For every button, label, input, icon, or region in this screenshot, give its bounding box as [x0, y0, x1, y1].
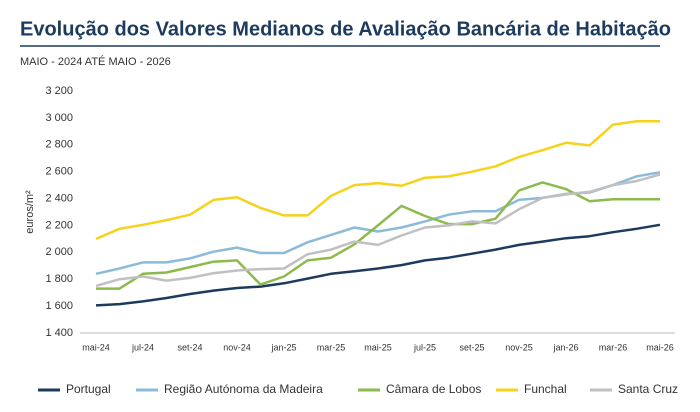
legend-label: Região Autónoma da Madeira — [164, 382, 323, 396]
y-tick-label: 2 200 — [45, 219, 73, 231]
y-tick-label: 2 400 — [45, 192, 73, 204]
x-tick-label: mar-25 — [317, 342, 346, 352]
chart-title: Evolução dos Valores Medianos de Avaliaç… — [20, 18, 671, 40]
legend-label: Funchal — [524, 382, 567, 396]
x-tick-label: mai-24 — [82, 342, 110, 352]
y-tick-label: 2 000 — [45, 246, 73, 258]
y-tick-label: 2 800 — [45, 139, 73, 151]
series-line — [95, 171, 661, 276]
series-line — [96, 181, 660, 290]
y-tick-label: 2 600 — [45, 166, 73, 178]
y-tick-label: 3 000 — [45, 112, 73, 124]
x-tick-label: set-25 — [459, 342, 484, 352]
y-tick-label: 1 400 — [45, 327, 73, 339]
legend-label: Portugal — [66, 382, 111, 396]
series-line — [95, 173, 661, 288]
y-tick-label: 3 200 — [45, 85, 73, 97]
x-tick-label: mai-25 — [364, 342, 392, 352]
x-tick-label: mar-26 — [599, 342, 628, 352]
x-tick-label: mai-26 — [646, 342, 674, 352]
chart-subtitle: MAIO - 2024 ATÉ MAIO - 2026 — [20, 55, 171, 68]
x-tick-label: set-24 — [177, 342, 202, 352]
x-tick-label: jul-24 — [131, 342, 154, 352]
y-tick-label: 1 600 — [45, 300, 73, 312]
x-tick-label: nov-25 — [505, 342, 533, 352]
series-line — [95, 120, 660, 241]
legend-label: Câmara de Lobos — [386, 382, 481, 396]
x-tick-label: jan-25 — [270, 342, 296, 352]
legend-label: Santa Cruz — [618, 382, 678, 396]
series-line — [95, 223, 661, 307]
y-tick-label: 1 800 — [45, 273, 73, 285]
x-tick-label: jan-26 — [552, 342, 578, 352]
x-tick-label: nov-24 — [223, 342, 251, 352]
x-tick-label: jul-25 — [413, 342, 436, 352]
y-axis-label: euros/m² — [24, 190, 36, 234]
